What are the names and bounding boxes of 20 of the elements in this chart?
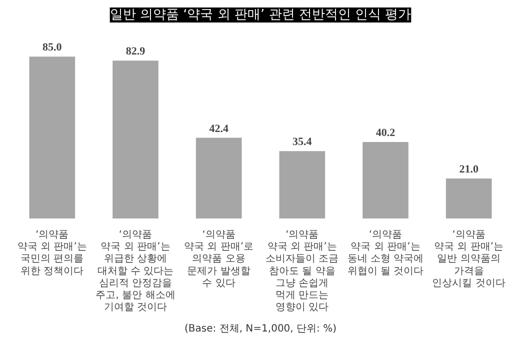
bar [112, 60, 158, 218]
bar [446, 178, 492, 218]
bar [29, 56, 76, 218]
bar [279, 151, 326, 218]
x-tick-label: ‘의약품 약국 외 판매’는 위급한 상황에 대처할 수 있다는 심리적 안정감을 주고, 불안 해소에 기여할 것이다 [96, 230, 176, 314]
bar [196, 138, 242, 218]
x-tick-label: ‘의약품 약국 외 판매’는 일반 의약품의 가격을 인상시킬 것이다 [432, 230, 506, 289]
chart-title: 일반 의약품 ‘약국 외 판매’ 관련 전반적인 인식 평가 [110, 8, 412, 22]
data-label: 21.0 [459, 164, 479, 176]
data-label: 40.2 [376, 126, 396, 139]
x-tick-label: ‘의약품 약국 외 판매’로 의약품 오용 문제가 발생할 수 있다 [184, 230, 254, 289]
data-label: 85.0 [42, 42, 62, 54]
x-tick-label: ‘의약품 약국 외 판매’는 동네 소형 약국에 위협이 될 것이다 [347, 230, 424, 277]
data-label: 42.4 [209, 122, 229, 135]
data-label: 82.9 [126, 46, 146, 58]
x-tick-label: ‘의약품 약국 외 판매’는 소비자들이 조금 참아도 될 약을 그냥 손쉽게 먹게 만드는 영향이 있다 [266, 230, 339, 314]
bar [362, 142, 408, 218]
text: (Base: 전체, N=1,000, 단위: %) [184, 324, 337, 334]
data-label: 35.4 [292, 136, 312, 148]
x-tick-label: ‘의약품 약국 외 판매’는 국민의 편의를 위한 정책이다 [17, 230, 87, 277]
